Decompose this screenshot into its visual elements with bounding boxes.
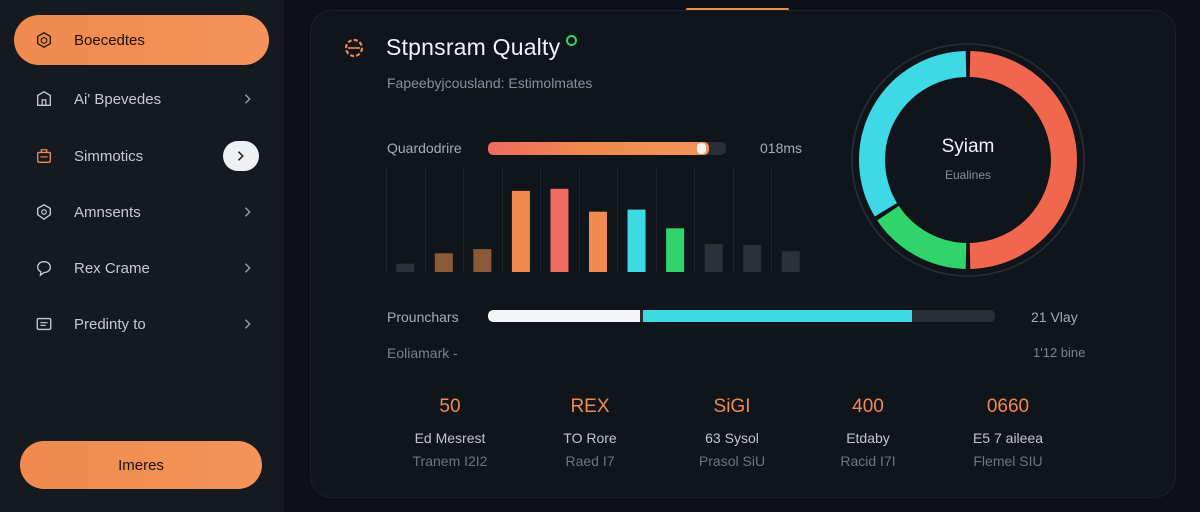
status-indicator [566,35,578,46]
bar-chart [386,168,800,272]
stat-label: Ed Mesrest [414,430,486,446]
imeres-button[interactable]: Imeres [20,441,262,489]
chevron-right-icon[interactable] [223,141,259,171]
production-progress-cyan [643,310,912,322]
chart-bar [511,190,530,272]
chart-bar [781,251,800,272]
stat-sublabel: Tranem I2I2 [412,453,488,469]
donut-subtitle: Eualines [944,168,992,182]
subrow-value: 1'12 bine [1033,345,1086,360]
stat-card: 0660 E5 7 aileea Flemel SIU [938,396,1078,469]
stat-card: SiGI 63 Sysol Prasol SiU [662,396,802,469]
sidebar-item-simmotics[interactable]: Simmotics [14,131,269,181]
list-icon [34,314,54,334]
donut-segment [877,205,967,269]
chart-bar [627,209,646,272]
sidebar-item-label: Rex Crame [74,259,150,277]
donut-segment [859,51,967,217]
sidebar-item-label: Boecedtes [74,31,145,49]
stat-value: 400 [852,396,884,417]
stat-value: 50 [439,396,461,417]
stat-sublabel: Flemel SIU [973,453,1043,469]
stat-sublabel: Racid I7I [840,453,896,469]
box-icon [34,30,54,50]
chat-icon [34,258,54,278]
chevron-right-icon [241,205,255,219]
stat-label: 63 Sysol [705,430,759,446]
chart-bar [473,249,492,272]
sidebar-item-label: Predinty to [74,315,146,333]
building-icon [34,89,54,109]
page-title: Stpnsram Qualty [386,34,561,60]
donut-outer-ring [851,43,1085,277]
sidebar-item-label: Amnsents [74,203,141,221]
quality-label: Quardodrire [387,140,462,156]
production-value: 21 Vlay [1031,309,1078,325]
stat-label: TO Rore [563,430,617,446]
production-label: Prounchars [387,309,459,325]
production-progress-bar [488,310,995,322]
chevron-right-icon [241,261,255,275]
gear-logo-icon [344,38,364,57]
sidebar-item-amnsents[interactable]: Amnsents [14,187,269,237]
stat-sublabel: Raed I7 [565,453,615,469]
stat-label: E5 7 aileea [972,430,1044,446]
quality-value: 018ms [760,140,803,156]
chart-bar [589,211,607,272]
shield-icon [34,202,54,222]
stat-label: Etdaby [846,430,890,446]
chart-bar [704,243,723,272]
quality-progress-knob[interactable] [697,143,707,154]
quality-progress-fill [488,142,710,155]
stat-card: REX TO Rore Raed I7 [520,396,660,469]
chevron-right-icon [241,317,255,331]
donut-title: Syiam [941,136,995,157]
sidebar-item-predinty-to[interactable]: Predinty to [14,299,269,349]
donut-chart [851,43,1085,277]
page-subtitle: Fapeebyjcousland: Estimolmates [387,75,593,91]
stat-value: SiGI [713,396,751,417]
chart-bar [666,228,685,272]
production-progress-white [488,310,641,322]
subrow-label: Eoliamark - [387,345,458,361]
donut-segment [969,51,1077,269]
sidebar: Boecedtes Ai' Bpevedes Simmotics Amnsent… [0,0,284,512]
donut-hole [886,78,1050,242]
quality-progress-bar [488,142,726,155]
sidebar-item-label: Ai' Bpevedes [74,90,162,108]
stat-card: 50 Ed Mesrest Tranem I2I2 [380,396,520,469]
sidebar-item-label: Simmotics [74,147,144,165]
stat-sublabel: Prasol SiU [698,453,766,469]
stat-card: 400 Etdaby Racid I7I [798,396,938,469]
sidebar-item-ai-bpevedes[interactable]: Ai' Bpevedes [14,74,269,124]
chart-bar [434,253,453,272]
chart-bar [743,244,762,272]
briefcase-icon [34,146,54,166]
chart-bar [550,188,569,272]
top-accent-bar [686,8,789,11]
chevron-right-icon [241,92,255,106]
sidebar-item-boecedtes[interactable]: Boecedtes [14,15,269,65]
stat-value: 0660 [986,396,1030,417]
sidebar-item-rex-crame[interactable]: Rex Crame [14,243,269,293]
panel-header: Stpnsram Qualty [342,34,578,61]
chart-bar [396,263,415,272]
stat-value: REX [570,396,610,417]
